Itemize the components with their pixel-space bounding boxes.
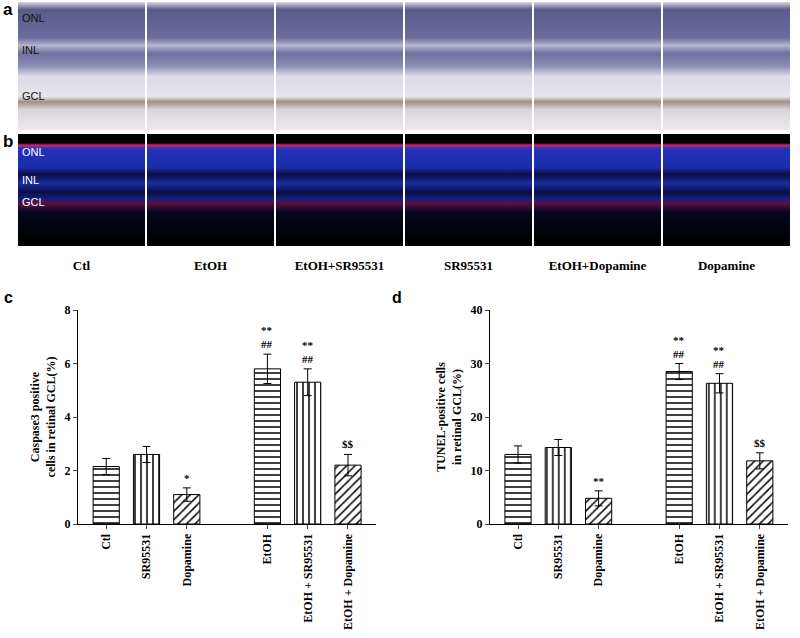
html-text:GCL: GCL (22, 196, 45, 208)
html-text:EtOH+Dopamine: EtOH+Dopamine (548, 258, 647, 273)
html-text:Dopamine: Dopamine (698, 258, 755, 273)
svg-text:SR95531: SR95531 (551, 534, 565, 579)
html-text:SR95531: SR95531 (443, 258, 494, 273)
svg-text:Ctl: Ctl (99, 533, 113, 550)
svg-text:Dopamine: Dopamine (592, 533, 606, 586)
html-text:a: a (3, 0, 13, 19)
html-text:Ctl: Ctl (72, 258, 91, 273)
svg-text:40: 40 (470, 303, 482, 317)
svg-text:4: 4 (65, 410, 71, 424)
svg-text:6: 6 (65, 357, 71, 371)
svg-text:**##: **## (673, 334, 685, 360)
html-text:b: b (3, 132, 14, 151)
svg-text:8: 8 (65, 303, 71, 317)
svg-text:$$: $$ (342, 438, 354, 450)
svg-text:EtOH + Dopamine: EtOH + Dopamine (341, 533, 355, 630)
svg-text:**: ** (593, 475, 605, 487)
svg-text:Caspase3 positivecells in reti: Caspase3 positivecells in retinal GCL(%) (28, 357, 58, 478)
svg-text:SR95531: SR95531 (139, 534, 153, 579)
html-text:EtOH+SR95531: EtOH+SR95531 (294, 258, 385, 273)
svg-text:30: 30 (470, 357, 482, 371)
svg-text:**##: **## (713, 344, 725, 370)
svg-text:0: 0 (476, 517, 482, 531)
svg-text:TUNEL-positive cellsin retinal: TUNEL-positive cellsin retinal GCL(%) (434, 362, 464, 472)
html-text:ONL: ONL (22, 12, 45, 24)
svg-text:10: 10 (470, 464, 482, 478)
svg-text:EtOH + Dopamine: EtOH + Dopamine (753, 533, 767, 630)
svg-text:EtOH + SR95531: EtOH + SR95531 (301, 534, 315, 623)
svg-text:**##: **## (302, 339, 314, 365)
svg-text:**##: **## (261, 324, 273, 350)
html-text:EtOH: EtOH (193, 258, 228, 273)
html-text:ONL: ONL (22, 146, 45, 158)
html-text:INL: INL (22, 174, 40, 186)
svg-text:c: c (4, 289, 13, 306)
svg-text:d: d (392, 289, 402, 306)
svg-text:EtOH: EtOH (260, 533, 274, 564)
html-text:GCL: GCL (22, 90, 45, 102)
svg-text:EtOH: EtOH (672, 533, 686, 564)
svg-text:*: * (184, 472, 190, 484)
svg-text:EtOH + SR95531: EtOH + SR95531 (712, 534, 726, 623)
svg-text:Dopamine: Dopamine (180, 533, 194, 586)
svg-text:$$: $$ (754, 437, 766, 449)
svg-text:20: 20 (470, 410, 482, 424)
svg-text:0: 0 (65, 517, 71, 531)
svg-text:Ctl: Ctl (511, 533, 525, 550)
svg-text:2: 2 (65, 464, 71, 478)
html-text:INL: INL (22, 44, 40, 56)
